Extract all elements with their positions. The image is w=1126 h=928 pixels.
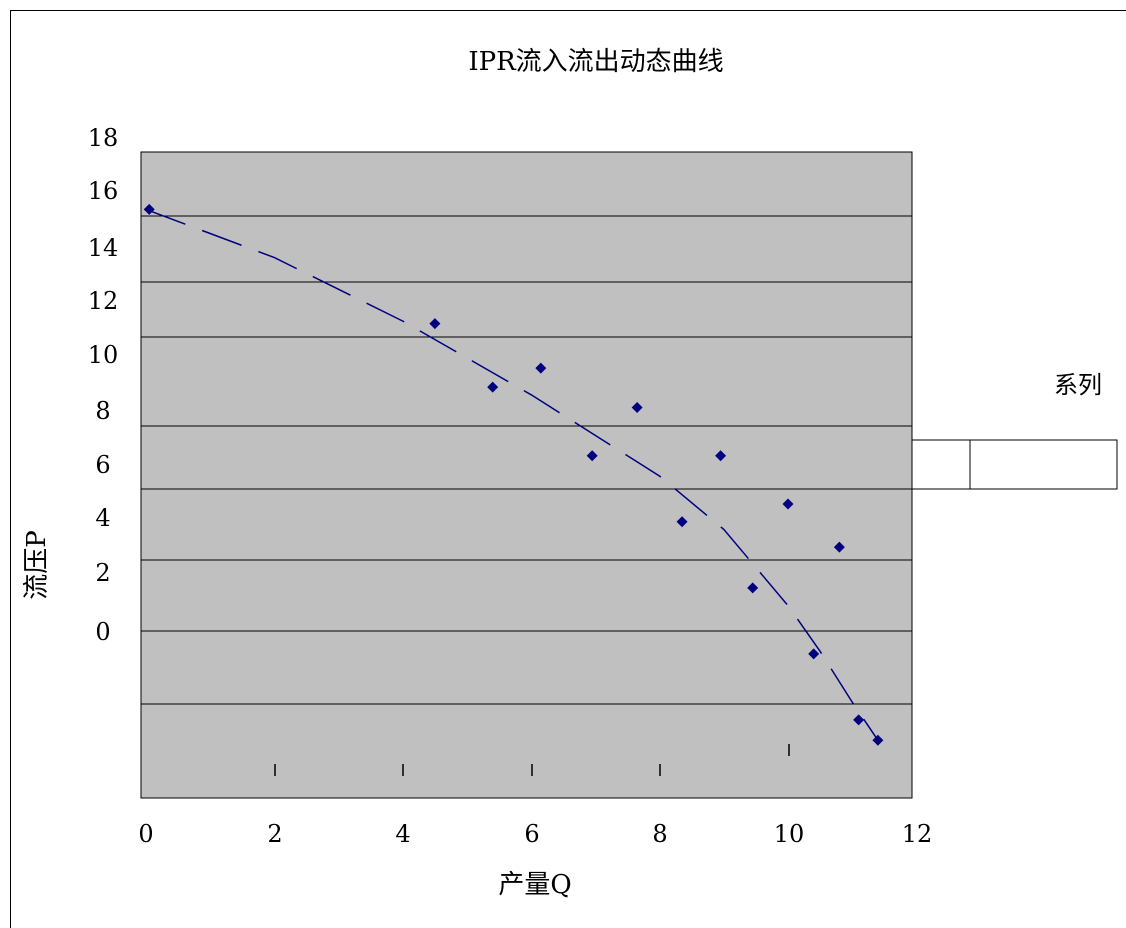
data-point bbox=[833, 541, 845, 553]
y-tick-labels: 18 16 14 12 10 8 6 4 2 0 bbox=[88, 124, 119, 646]
data-point bbox=[715, 450, 727, 462]
data-point bbox=[487, 381, 499, 393]
series-trend-line bbox=[145, 208, 879, 741]
y-tick-label: 2 bbox=[95, 559, 110, 587]
data-point bbox=[853, 714, 865, 726]
data-point bbox=[586, 450, 598, 462]
x-tick-label: 4 bbox=[395, 820, 410, 848]
data-point bbox=[872, 734, 884, 746]
y-tick-label: 10 bbox=[88, 341, 119, 369]
x-tick-label: 6 bbox=[524, 820, 539, 848]
x-minor-ticks bbox=[274, 744, 790, 776]
x-tick-label: 8 bbox=[652, 820, 667, 848]
y-tick-label: 4 bbox=[95, 504, 110, 532]
x-tick-label: 2 bbox=[267, 820, 282, 848]
data-point bbox=[747, 582, 759, 594]
x-tick-labels: 0 2 4 6 8 10 12 bbox=[138, 820, 932, 848]
y-tick-label: 18 bbox=[88, 124, 119, 152]
series-markers bbox=[143, 203, 884, 746]
data-point bbox=[676, 516, 688, 528]
legend-label: 系列 bbox=[1054, 371, 1102, 399]
x-axis-label: 产量Q bbox=[498, 870, 571, 900]
y-tick-label: 8 bbox=[95, 397, 110, 425]
y-tick-label: 6 bbox=[95, 451, 110, 479]
plot-area bbox=[140, 151, 913, 799]
y-tick-label: 16 bbox=[88, 177, 119, 205]
x-tick-label: 10 bbox=[774, 820, 805, 848]
legend-box bbox=[911, 439, 1118, 490]
x-tick-label: 0 bbox=[138, 820, 153, 848]
data-point bbox=[782, 498, 794, 510]
data-point bbox=[143, 203, 155, 215]
data-point bbox=[631, 401, 643, 413]
y-tick-label: 12 bbox=[88, 287, 119, 315]
data-point bbox=[429, 318, 441, 330]
data-point bbox=[808, 648, 820, 660]
chart-title: IPR流入流出动态曲线 bbox=[468, 47, 723, 77]
x-tick-label: 12 bbox=[902, 820, 933, 848]
chart-frame bbox=[10, 10, 1126, 928]
y-tick-label: 0 bbox=[95, 618, 110, 646]
gridlines bbox=[141, 215, 912, 705]
y-axis-label: 流压P bbox=[22, 530, 52, 600]
y-tick-label: 14 bbox=[88, 234, 119, 262]
data-point bbox=[535, 362, 547, 374]
